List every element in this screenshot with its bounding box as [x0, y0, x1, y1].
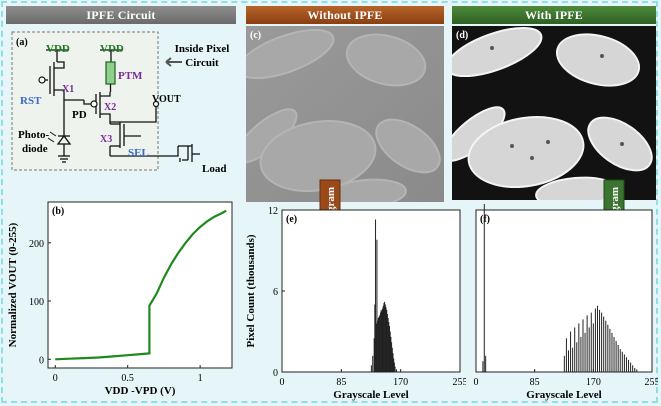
pd-label: PD	[72, 109, 87, 121]
x-axis-label: Grayscale Level	[333, 389, 408, 401]
pixel-boundary	[11, 31, 159, 171]
x-tick-label: 255	[645, 377, 659, 388]
photodiode-label-2: diode	[22, 143, 48, 155]
x1-label: X1	[62, 84, 74, 95]
y-tick-label: 6	[273, 287, 278, 298]
image-without-ipfe: (c)	[246, 26, 444, 202]
inside-pixel-label-1: Inside Pixel	[175, 43, 230, 55]
banner-ipfe-circuit: IPFE Circuit	[6, 6, 236, 24]
panel-label: (e)	[286, 214, 297, 225]
x-tick-label: 0	[280, 377, 285, 388]
photodiode-label-1: Photo-	[18, 129, 50, 141]
transfer-curve-line	[55, 209, 227, 361]
rst-label: RST	[20, 95, 42, 107]
vdd-label-1: VDD	[46, 43, 70, 55]
light-arrows-icon	[47, 131, 57, 143]
panel-label-d: (d)	[456, 30, 468, 41]
x3-label: X3	[100, 134, 112, 145]
x-tick-label: 85	[530, 377, 540, 388]
vout-node	[152, 100, 160, 108]
chart-f-histogram: (f) 0 85 170 255 Grayscale Level	[474, 204, 659, 401]
x-tick-label: 1	[198, 373, 203, 384]
y-tick-label: 0	[273, 368, 278, 379]
x2-label: X2	[104, 102, 116, 113]
sel-label: SEL	[128, 147, 149, 159]
pollen-grains-enhanced	[452, 26, 653, 200]
banner-with-ipfe: With IPFE	[452, 6, 656, 24]
y-tick-label: 0	[39, 355, 44, 366]
y-tick-label: 12	[268, 206, 278, 217]
x-tick-label: 85	[336, 377, 346, 388]
chart-b-transfer-curve: (b) 0 0.5 1 0 100 200 VDD -VPD (V) Normalized VO…	[7, 201, 233, 397]
banner-without-ipfe: Without IPFE	[246, 6, 444, 24]
x-tick-label: 170	[586, 377, 601, 388]
vdd-label-2: VDD	[100, 43, 124, 55]
x-tick-label: 170	[393, 377, 408, 388]
x-axis-label: Grayscale Level	[526, 389, 601, 401]
y-tick-label: 200	[29, 239, 44, 250]
panel-label: (b)	[52, 206, 64, 217]
x2-gate-bubble	[90, 100, 98, 108]
rst-gate-bubble	[38, 76, 46, 84]
plot-area	[475, 209, 653, 373]
x-axis-label: VDD -VPD (V)	[105, 385, 176, 397]
y-axis-label: Pixel Count (thousands)	[245, 234, 257, 347]
image-with-ipfe: (d)	[452, 26, 656, 200]
x-tick-label: 0	[474, 377, 479, 388]
plot-area	[281, 209, 461, 373]
x-tick-label: 255	[453, 377, 467, 388]
y-tick-label: 100	[29, 297, 44, 308]
circuit-panel: (a) VDD VDD PTM Inside Pixel Circuit RST…	[11, 31, 230, 175]
load-label: Load	[202, 163, 226, 175]
panel-label-c: (c)	[250, 30, 261, 41]
inside-pixel-label-2: Circuit	[185, 57, 219, 69]
inside-pixel-arrow-icon	[165, 57, 182, 67]
ptm-label: PTM	[118, 70, 143, 82]
panel-label-a: (a)	[16, 37, 28, 48]
panel-label: (f)	[480, 214, 490, 225]
plot-area	[47, 201, 233, 369]
grain-texture	[490, 46, 624, 160]
vout-label: VOUT	[152, 94, 181, 105]
x-tick-label: 0	[53, 373, 58, 384]
pollen-grains-faded	[246, 28, 441, 202]
y-axis-label: Normalized VOUT (0-255)	[7, 222, 19, 347]
chart-e-histogram: (e) 0 85 170 255 0 6 12 Grayscale Level Pixel Cou…	[245, 206, 467, 401]
x-tick-label: 0.5	[121, 373, 134, 384]
